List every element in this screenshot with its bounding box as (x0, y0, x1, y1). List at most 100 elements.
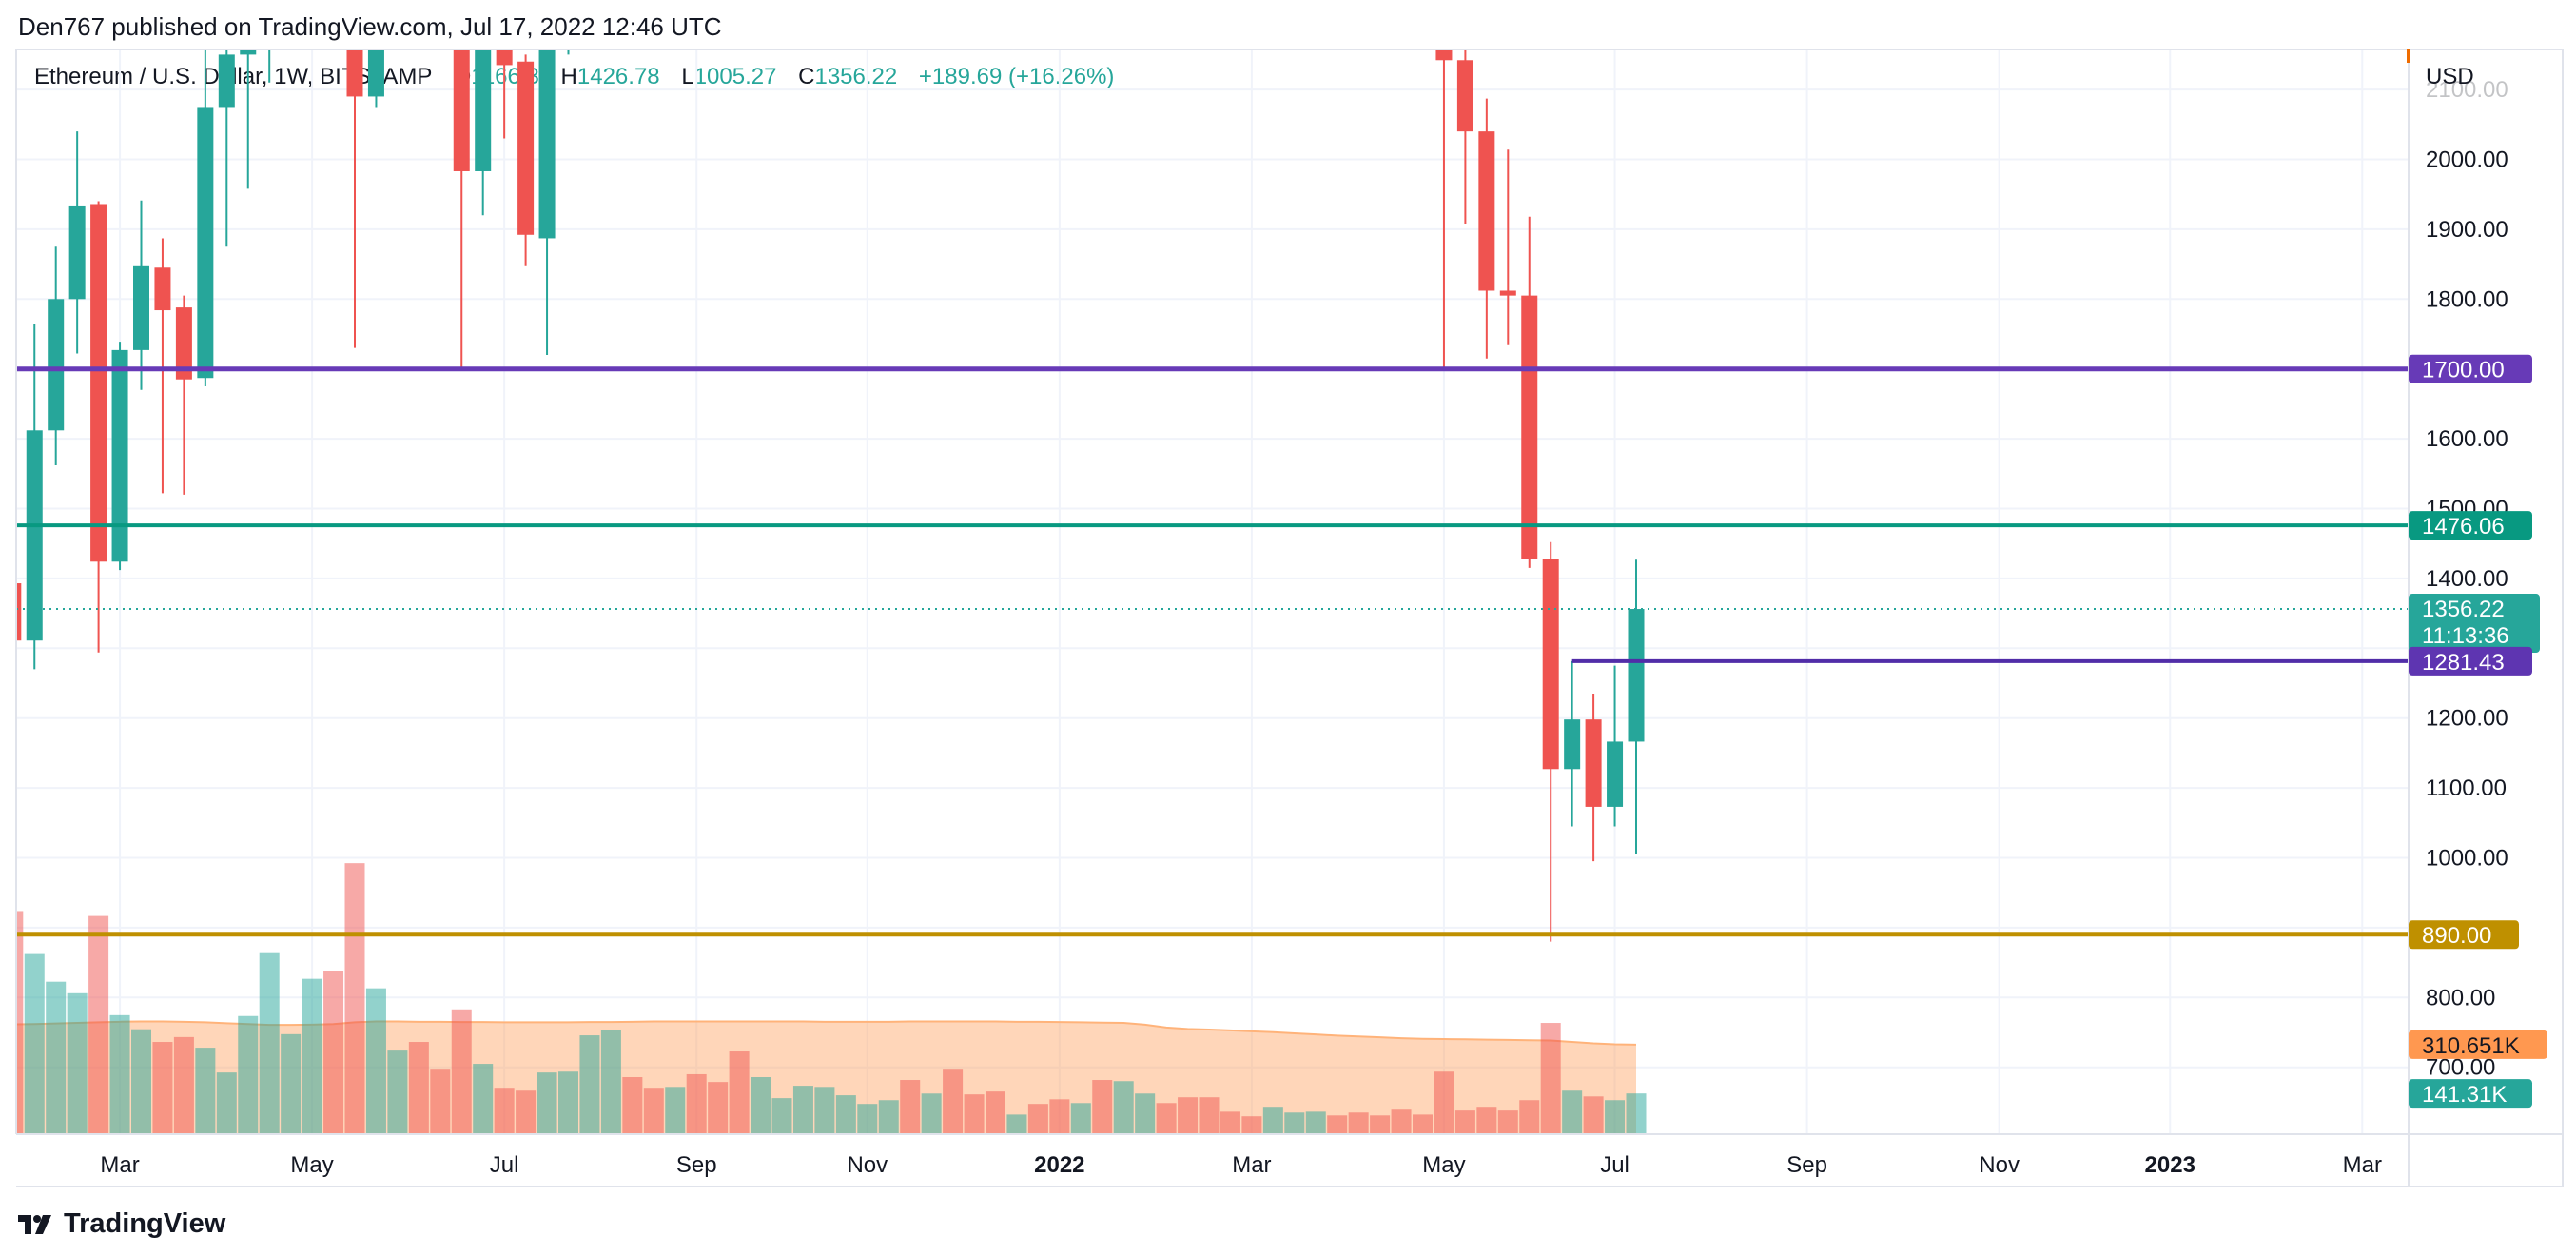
badge-value: 141.31K (2422, 1082, 2507, 1108)
volume-bar (1540, 1023, 1561, 1134)
candle[interactable] (367, 0, 384, 108)
horizontal-levels[interactable] (16, 366, 2409, 937)
close-label: C (798, 64, 815, 89)
candle[interactable] (1094, 0, 1110, 48)
volume-bar (281, 1033, 302, 1134)
candle[interactable] (175, 295, 192, 495)
price-tick-label: 1100.00 (2426, 775, 2507, 801)
candle[interactable] (346, 0, 363, 348)
volume-bar (259, 952, 280, 1134)
volume-ma-line (16, 1020, 1637, 1046)
candle[interactable] (475, 0, 492, 216)
volume-bar (943, 1069, 964, 1134)
volume-bar (238, 1015, 259, 1134)
volume-bar (516, 1090, 537, 1134)
candle[interactable] (517, 54, 535, 266)
price-axis[interactable]: USD 2100.00 2000.00 1900.00 1800.00 1600.00 1… (2426, 64, 2508, 1081)
volume-bar (600, 1030, 621, 1134)
candle-body (218, 54, 235, 108)
badge-background (2409, 511, 2532, 540)
volume-bar (1327, 1115, 1348, 1134)
candle[interactable] (111, 342, 128, 571)
candle[interactable] (262, 0, 278, 83)
tradingview-logo[interactable]: TradingView (18, 1208, 225, 1240)
volume-bar (1262, 1107, 1283, 1134)
candle[interactable] (560, 0, 576, 55)
volume-bar (451, 1009, 472, 1134)
candle[interactable] (68, 131, 86, 354)
time-tick-label: 2022 (1034, 1152, 1084, 1178)
candle[interactable] (1542, 541, 1559, 942)
candle[interactable] (1564, 660, 1581, 827)
time-tick-label: Nov (847, 1152, 888, 1178)
candle[interactable] (1116, 0, 1132, 48)
price-tick-label: 1000.00 (2426, 846, 2508, 872)
volume-bar (1178, 1097, 1199, 1134)
badge-level-1476: 1476.06 (2409, 511, 2532, 540)
time-tick-label: 2023 (2145, 1152, 2195, 1178)
candle-body (346, 49, 363, 97)
candle[interactable] (538, 0, 556, 356)
candle[interactable] (1521, 216, 1538, 568)
candle-body (1456, 60, 1473, 132)
volume-bar (16, 911, 24, 1134)
volume-bar (1454, 1110, 1475, 1134)
volume-bar (1305, 1111, 1326, 1134)
badge-level-1700: 1700.00 (2409, 354, 2532, 383)
candle-body (175, 307, 192, 380)
volume-bar (643, 1088, 664, 1134)
badge-background (2409, 1079, 2532, 1109)
badge-value: 1281.43 (2422, 650, 2505, 676)
candle[interactable] (218, 20, 235, 247)
volume-bar (1605, 1100, 1626, 1134)
candle[interactable] (133, 200, 149, 390)
candle[interactable] (453, 0, 470, 369)
candle-body (538, 49, 556, 239)
candle[interactable] (240, 0, 257, 189)
volume-bar (1434, 1071, 1454, 1134)
volume-bar (537, 1072, 557, 1134)
candle[interactable] (1478, 98, 1495, 359)
volume-bar (152, 1042, 173, 1134)
volume-pane (16, 863, 1647, 1134)
volume-bar (1284, 1112, 1305, 1134)
volume-bar (195, 1048, 216, 1134)
time-tick-label: Mar (1232, 1152, 1271, 1178)
candle-body (90, 204, 107, 562)
candle[interactable] (26, 323, 43, 670)
volume-bar (173, 1036, 194, 1134)
volume-bar (835, 1095, 856, 1134)
candle-body (1607, 741, 1624, 807)
volume-bar (900, 1080, 921, 1134)
candle[interactable] (90, 201, 107, 653)
candle[interactable] (496, 0, 513, 139)
candle[interactable] (48, 246, 65, 465)
low-value: 1005.27 (693, 64, 777, 89)
volume-bar (558, 1071, 578, 1134)
volume-bar (24, 953, 45, 1134)
candle[interactable] (1607, 665, 1624, 827)
candle-body (453, 49, 470, 171)
badge-background (2409, 920, 2519, 950)
price-tick-label: 1800.00 (2426, 286, 2508, 312)
candle-body (1585, 719, 1602, 807)
brand-name: TradingView (64, 1208, 226, 1239)
volume-bar (1113, 1081, 1134, 1134)
candle[interactable] (1499, 149, 1516, 345)
volume-bar (494, 1088, 515, 1134)
candle[interactable] (1585, 694, 1602, 862)
badge-level-1281: 1281.43 (2409, 646, 2532, 676)
volume-bar (1049, 1099, 1070, 1134)
time-axis[interactable]: Mar May Jul Sep Nov 2022 Mar May Jul Sep Nov 2023 Ma… (100, 1152, 2382, 1178)
candle[interactable] (432, 0, 448, 41)
candle[interactable] (154, 238, 171, 494)
candle[interactable] (5, 525, 22, 697)
candle[interactable] (197, 49, 214, 387)
candle[interactable] (1435, 0, 1453, 369)
volume-bar (1241, 1116, 1262, 1134)
price-tick-label: 1400.00 (2426, 566, 2508, 592)
candle[interactable] (1456, 48, 1473, 225)
volume-bar (1199, 1097, 1220, 1134)
candle[interactable] (1628, 559, 1645, 854)
